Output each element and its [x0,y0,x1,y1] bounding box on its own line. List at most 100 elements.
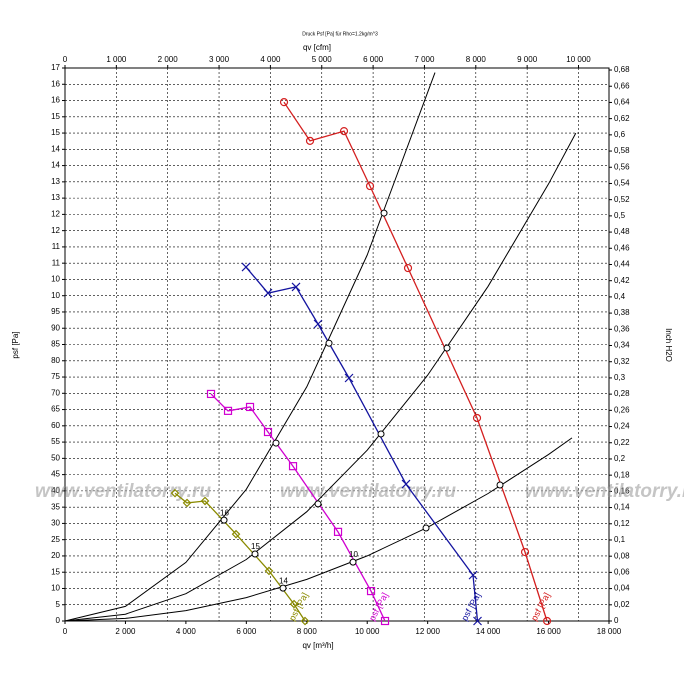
y-tick-label: 90 [51,323,60,332]
system-curve [64,132,577,622]
series-label: psf [Pa] [287,591,310,623]
marker [403,263,413,273]
marker [206,389,216,399]
system-curve [64,72,436,622]
operating-point [272,439,280,447]
y-tick-label: 10 [51,275,60,284]
marker [263,288,273,298]
y2-tick-label: 0,36 [614,324,630,333]
y-tick-label: 17 [51,63,60,72]
operating-point [349,558,357,566]
y2-tick-label: 0 [614,616,619,625]
y2-tick-label: 0,32 [614,357,630,366]
x-tick-label: 14 000 [476,627,501,636]
fan-curve [210,393,386,622]
chart-title: Druck Psf [Pa] für Rho=1.2kg/m^3 [302,31,378,37]
operating-point [220,516,228,524]
plot-frame [64,67,610,622]
point-label: 16 [220,508,229,517]
point-label: 15 [251,542,260,551]
y2-tick-label: 0,06 [614,567,630,576]
marker [263,427,273,437]
marker [380,616,390,626]
watermark: www.ventilatorry.ru [280,481,456,502]
marker [300,616,310,626]
watermark: www.ventilatorry.ru [525,481,684,502]
y2-tick-label: 0,3 [614,373,626,382]
marker [472,413,482,423]
y2-tick-label: 0,26 [614,405,630,414]
y-tick-label: 30 [51,519,60,528]
y2-tick-label: 0,5 [614,211,626,220]
point-label: 10 [349,550,358,559]
y2-tick-label: 0,4 [614,292,626,301]
y-axis-title: psf [Pa] [11,331,20,358]
y-tick-label: 50 [51,453,60,462]
x2-tick-label: 7 000 [414,55,435,64]
x2-tick-label: 2 000 [158,55,179,64]
y2-tick-label: 0,44 [614,260,630,269]
y2-tick-label: 0,48 [614,227,630,236]
y-tick-label: 10 [51,291,60,300]
y2-tick-label: 0,42 [614,276,630,285]
y-tick-label: 55 [51,437,60,446]
y-tick-label: 40 [51,486,60,495]
y-tick-label: 45 [51,470,60,479]
y-tick-label: 15 [51,128,60,137]
operating-point [380,209,388,217]
y-tick-label: 20 [51,551,60,560]
y-tick-label: 80 [51,356,60,365]
x-tick-label: 8 000 [297,627,318,636]
y2-tick-label: 0,12 [614,519,630,528]
marker [231,529,241,539]
x2-tick-label: 9 000 [517,55,538,64]
y2-tick-label: 0,28 [614,389,630,398]
marker [313,319,323,329]
x2-tick-label: 10 000 [566,55,591,64]
series-label: psf [Pa] [459,591,482,623]
operating-point [314,500,322,508]
marker [401,479,411,489]
x2-tick-label: 5 000 [312,55,333,64]
y2-tick-label: 0,34 [614,341,630,350]
marker [245,402,255,412]
point-label: 14 [279,576,288,585]
y-tick-label: 70 [51,388,60,397]
x-tick-label: 2 000 [115,627,136,636]
y-tick-label: 85 [51,340,60,349]
operating-point [422,524,430,532]
x-axis-title: qv [m³/h] [302,641,333,650]
x-tick-label: 10 000 [355,627,380,636]
y2-tick-label: 0,52 [614,195,630,204]
marker [241,262,251,272]
x-tick-label: 12 000 [415,627,440,636]
marker [289,599,299,609]
y2-tick-label: 0,6 [614,130,626,139]
y2-tick-label: 0,16 [614,486,630,495]
y2-tick-label: 0,18 [614,470,630,479]
marker [468,570,478,580]
marker [182,498,192,508]
operating-point [279,584,287,592]
marker [344,373,354,383]
y2-tick-label: 0,24 [614,422,630,431]
y2-tick-label: 0,46 [614,243,630,252]
x2-tick-label: 8 000 [466,55,487,64]
x2-axis-title: qv [cfm] [303,43,331,52]
y-tick-label: 14 [51,144,60,153]
y-tick-label: 16 [51,96,60,105]
y2-tick-label: 0,22 [614,438,630,447]
marker [339,127,349,136]
fan-curve [283,101,548,622]
x-tick-label: 18 000 [597,627,622,636]
y2-tick-label: 0,54 [614,179,630,188]
y-tick-label: 15 [51,112,60,121]
y2-tick-label: 0,08 [614,551,630,560]
y-tick-label: 14 [51,161,60,170]
fan-curve [174,492,306,622]
marker [520,547,530,557]
system-curve [64,437,573,622]
y-tick-label: 95 [51,307,60,316]
y-tick-label: 65 [51,405,60,414]
marker [223,406,233,415]
